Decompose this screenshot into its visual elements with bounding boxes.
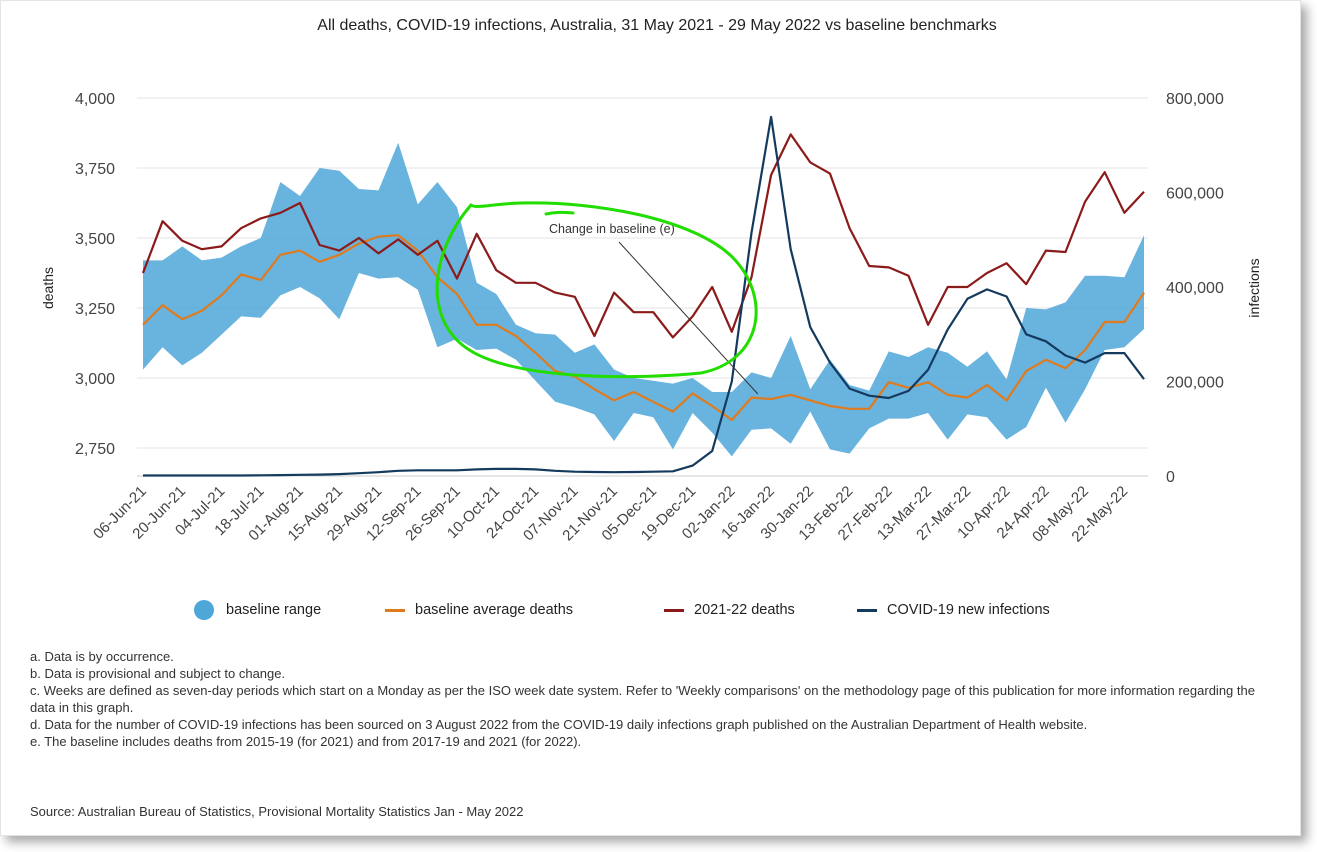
- legend-item-2021-22-deaths[interactable]: 2021-22 deaths: [664, 597, 795, 623]
- y2-axis-title: infections: [1246, 258, 1262, 317]
- deaths-2021-22-line: [141, 133, 1145, 339]
- baseline-range-band: [143, 142, 1144, 457]
- y-tick-label: 4,000: [75, 91, 115, 108]
- legend-swatch-baseline-range: [194, 600, 214, 620]
- y2-tick-label: 800,000: [1166, 91, 1224, 108]
- chart-frame: All deaths, COVID-19 infections, Austral…: [0, 0, 1301, 836]
- legend-swatch-covid-infections: [857, 608, 877, 612]
- chart-legend: baseline range baseline average deaths 2…: [1, 597, 1300, 623]
- highlight-tick: [544, 210, 575, 216]
- y-tick-label: 2,750: [75, 441, 115, 458]
- legend-label: baseline average deaths: [415, 602, 574, 618]
- legend-item-covid-infections[interactable]: COVID-19 new infections: [857, 597, 1050, 623]
- baseline-average-line: [142, 234, 1145, 422]
- legend-label: 2021-22 deaths: [694, 602, 795, 618]
- footnote-b: b. Data is provisional and subject to ch…: [30, 666, 286, 681]
- footnote-d: d. Data for the number of COVID-19 infec…: [30, 717, 1088, 732]
- legend-label: baseline range: [226, 602, 322, 618]
- y-axis-title: deaths: [40, 267, 56, 309]
- chart-title: All deaths, COVID-19 infections, Austral…: [317, 17, 997, 34]
- y-tick-label: 3,250: [75, 301, 115, 318]
- legend-swatch-2021-22-deaths: [664, 608, 684, 612]
- y2-tick-label: 200,000: [1166, 375, 1224, 392]
- y2-tick-label: 0: [1166, 469, 1175, 486]
- combo-chart: 2,750 3,000 3,250 3,500 3,750 4,000 0 200,000 40…: [40, 91, 1262, 546]
- y2-tick-label: 600,000: [1166, 186, 1224, 203]
- legend-swatch-baseline-average: [385, 608, 405, 612]
- source-note: Source: Australian Bureau of Statistics,…: [30, 804, 524, 819]
- legend-item-baseline-average[interactable]: baseline average deaths: [385, 597, 573, 623]
- footnote-e: e. The baseline includes deaths from 201…: [30, 734, 582, 749]
- y2-tick-label: 400,000: [1166, 280, 1224, 297]
- legend-item-baseline-range[interactable]: baseline range: [194, 597, 321, 623]
- y-tick-label: 3,000: [75, 371, 115, 388]
- y-tick-label: 3,750: [75, 161, 115, 178]
- footnote-c: c. Weeks are defined as seven-day period…: [30, 683, 1255, 715]
- covid-infections-line: [143, 115, 1145, 477]
- annotation-leader-line: [618, 241, 759, 395]
- footnote-a: a. Data is by occurrence.: [30, 649, 174, 664]
- highlight-circle: [435, 201, 758, 379]
- footnotes: a. Data is by occurrence. b. Data is pro…: [30, 648, 1280, 750]
- annotation-text: Change in baseline (e): [549, 222, 675, 236]
- legend-label: COVID-19 new infections: [887, 602, 1050, 618]
- y-tick-label: 3,500: [75, 231, 115, 248]
